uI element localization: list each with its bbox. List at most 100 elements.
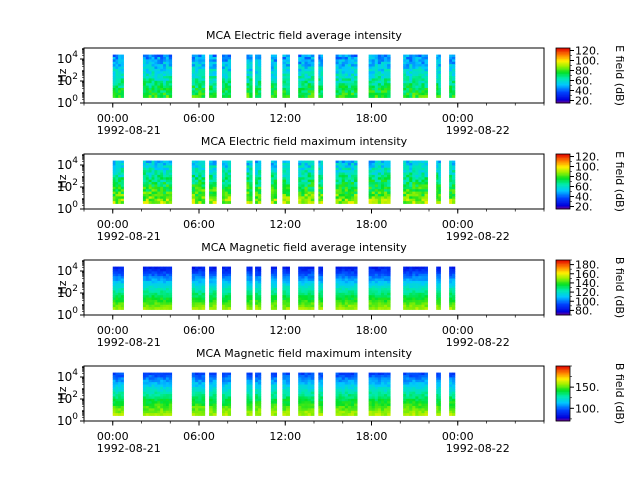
colorbar-segment xyxy=(556,90,570,93)
heatmap-cell xyxy=(148,193,152,197)
heatmap-cell xyxy=(409,266,413,270)
heatmap-cell xyxy=(371,304,376,308)
heatmap-cell xyxy=(255,87,259,91)
heatmap-cell xyxy=(406,80,410,84)
heatmap-cell xyxy=(335,174,340,178)
heatmap-cell xyxy=(421,389,425,393)
heatmap-cell xyxy=(160,59,164,63)
heatmap-cell xyxy=(409,268,413,272)
heatmap-cell xyxy=(377,83,382,86)
heatmap-cell xyxy=(409,389,413,393)
heatmap-cell xyxy=(424,90,428,94)
heatmap-cell xyxy=(285,278,290,282)
heatmap-cell xyxy=(273,405,278,409)
heatmap-cell xyxy=(338,64,343,67)
heatmap-cell xyxy=(151,85,155,89)
heatmap-cell xyxy=(436,182,439,185)
heatmap-cell xyxy=(255,179,259,183)
heatmap-cell xyxy=(255,268,259,272)
heatmap-cell xyxy=(350,179,355,183)
heatmap-cell xyxy=(209,276,214,279)
heatmap-cell xyxy=(341,73,346,77)
heatmap-cell xyxy=(418,410,422,414)
heatmap-cell xyxy=(380,66,385,70)
heatmap-cell xyxy=(438,273,441,277)
heatmap-cell xyxy=(157,191,161,195)
heatmap-cell xyxy=(249,54,253,58)
heatmap-cell xyxy=(403,413,407,416)
heatmap-cell xyxy=(424,174,428,178)
heatmap-cell xyxy=(257,304,262,308)
heatmap-cell xyxy=(304,288,309,291)
heatmap-cell xyxy=(412,90,416,94)
heatmap-cell xyxy=(118,189,122,192)
heatmap-cell xyxy=(165,68,170,72)
heatmap-cell xyxy=(151,394,155,397)
heatmap-cell xyxy=(148,401,152,404)
heatmap-cell xyxy=(142,184,147,188)
heatmap-cell xyxy=(165,283,170,287)
heatmap-cell xyxy=(120,90,124,94)
heatmap-cell xyxy=(307,189,312,192)
heatmap-cell xyxy=(415,56,419,60)
colorbar-segment xyxy=(556,195,570,197)
heatmap-cell xyxy=(120,382,124,385)
heatmap-cell xyxy=(436,68,439,72)
heatmap-cell xyxy=(424,398,428,402)
heatmap-cell xyxy=(154,299,158,303)
heatmap-cell xyxy=(301,174,305,178)
heatmap-cell xyxy=(368,160,373,164)
heatmap-cell xyxy=(409,193,413,197)
heatmap-cell xyxy=(347,283,352,287)
heatmap-cell xyxy=(212,299,217,303)
heatmap-cell xyxy=(227,271,232,275)
heatmap-cell xyxy=(374,273,379,277)
heatmap-cell xyxy=(246,92,250,96)
heatmap-cell xyxy=(222,285,226,289)
heatmap-cell xyxy=(344,271,349,275)
heatmap-cell xyxy=(341,410,346,414)
heatmap-cell xyxy=(148,302,152,306)
heatmap-cell xyxy=(421,292,425,296)
heatmap-cell xyxy=(145,292,150,296)
heatmap-cell xyxy=(304,379,309,383)
heatmap-cell xyxy=(424,384,428,388)
heatmap-cell xyxy=(212,389,217,393)
heatmap-cell xyxy=(354,280,358,284)
heatmap-cell xyxy=(418,271,422,275)
heatmap-cell xyxy=(165,401,170,404)
heatmap-cell xyxy=(212,280,217,284)
heatmap-cell xyxy=(384,379,388,383)
heatmap-cell xyxy=(415,292,419,296)
heatmap-cell xyxy=(354,167,358,171)
heatmap-cell xyxy=(118,382,122,385)
heatmap-cell xyxy=(212,160,217,164)
colorbar-segment xyxy=(556,181,570,184)
heatmap-cell xyxy=(148,90,152,94)
heatmap-cell xyxy=(380,78,385,82)
heatmap-cell xyxy=(304,307,309,310)
heatmap-cell xyxy=(201,290,206,294)
heatmap-cell xyxy=(354,85,358,89)
heatmap-cell xyxy=(452,193,456,197)
heatmap-cell xyxy=(227,405,232,409)
heatmap-cell xyxy=(354,295,358,298)
heatmap-cell xyxy=(421,394,425,397)
heatmap-cell xyxy=(257,403,262,407)
heatmap-cell xyxy=(310,280,315,284)
heatmap-cell xyxy=(304,280,309,284)
heatmap-cell xyxy=(368,280,373,284)
heatmap-cell xyxy=(347,372,352,376)
heatmap-cell xyxy=(301,276,305,279)
heatmap-cell xyxy=(115,167,119,171)
heatmap-cell xyxy=(338,398,343,402)
heatmap-cell xyxy=(344,162,349,166)
heatmap-cell xyxy=(436,391,439,395)
heatmap-cell xyxy=(387,299,391,303)
heatmap-cell xyxy=(301,285,305,289)
heatmap-cell xyxy=(377,182,382,185)
heatmap-cell xyxy=(438,196,441,200)
heatmap-cell xyxy=(368,179,373,183)
heatmap-cell xyxy=(151,398,155,402)
heatmap-cell xyxy=(350,403,355,407)
